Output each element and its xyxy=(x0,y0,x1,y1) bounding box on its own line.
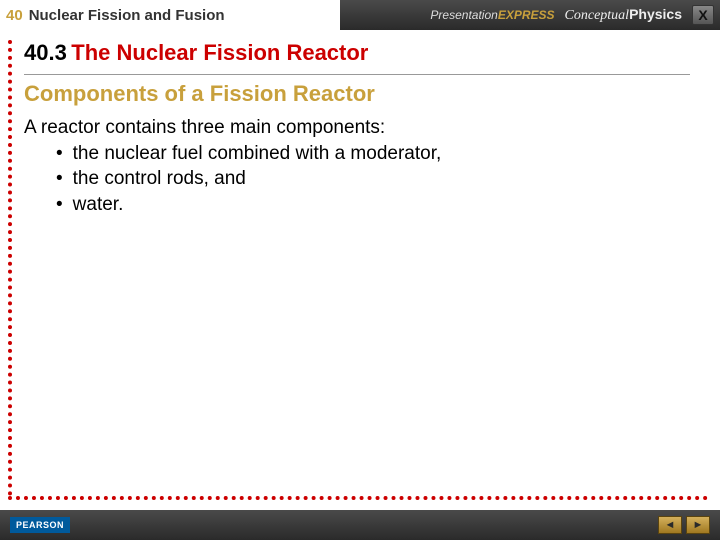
bullet-list: the nuclear fuel combined with a moderat… xyxy=(24,141,690,218)
divider xyxy=(24,74,690,75)
nav-arrows: ◄ ► xyxy=(658,516,710,534)
brand-presentation: PresentationEXPRESS xyxy=(430,8,554,22)
footer-bar: PEARSON ◄ ► xyxy=(0,510,720,540)
subheading: Components of a Fission Reactor xyxy=(24,81,690,107)
brand-book: ConceptualPhysics xyxy=(565,6,682,24)
slide-content: 40.3 The Nuclear Fission Reactor Compone… xyxy=(0,30,720,510)
section-number: 40.3 xyxy=(24,40,67,65)
chapter-heading: 40 Nuclear Fission and Fusion xyxy=(0,0,340,30)
brand-physics: Physics xyxy=(629,6,682,22)
brand-express: EXPRESS xyxy=(498,8,555,22)
close-icon: X xyxy=(698,7,707,23)
brand-presentation-word: Presentation xyxy=(430,8,497,22)
body-text: A reactor contains three main components… xyxy=(24,115,690,218)
section-title: The Nuclear Fission Reactor xyxy=(71,40,368,65)
arrow-right-icon: ► xyxy=(693,519,704,531)
header-bar: 40 Nuclear Fission and Fusion Presentati… xyxy=(0,0,720,30)
chapter-title: Nuclear Fission and Fusion xyxy=(29,7,225,24)
header-right: PresentationEXPRESS ConceptualPhysics X xyxy=(340,0,720,30)
brand-conceptual: Conceptual xyxy=(565,8,630,23)
section-heading: 40.3 The Nuclear Fission Reactor xyxy=(24,40,690,66)
close-button[interactable]: X xyxy=(692,5,714,25)
list-item: the control rods, and xyxy=(56,166,690,192)
intro-text: A reactor contains three main components… xyxy=(24,115,690,141)
prev-button[interactable]: ◄ xyxy=(658,516,682,534)
list-item: the nuclear fuel combined with a moderat… xyxy=(56,141,690,167)
arrow-left-icon: ◄ xyxy=(665,519,676,531)
list-item: water. xyxy=(56,192,690,218)
chapter-number: 40 xyxy=(6,7,23,24)
next-button[interactable]: ► xyxy=(686,516,710,534)
publisher-logo: PEARSON xyxy=(10,517,70,533)
